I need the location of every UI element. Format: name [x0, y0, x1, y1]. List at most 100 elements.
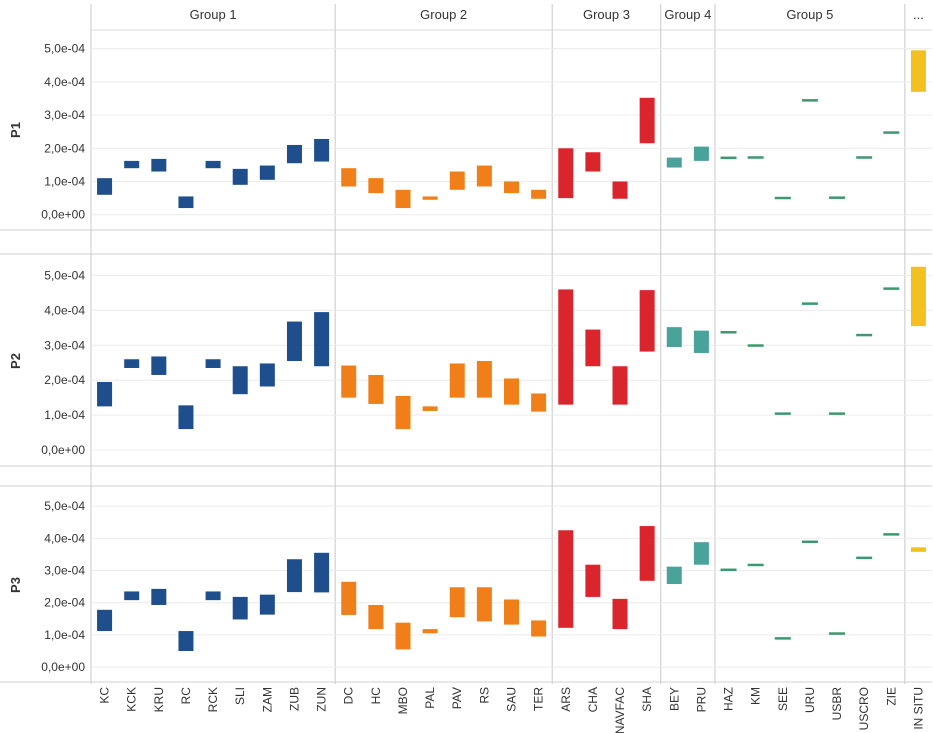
range-bar-P3-HC [368, 604, 384, 630]
range-bar-P1-TER [531, 189, 547, 199]
range-bar-P2-KC [97, 381, 113, 407]
range-bar-P3-ZAM [259, 594, 275, 615]
range-bar-P2-HC [368, 374, 384, 404]
range-bar-P2-DC [341, 365, 357, 398]
x-tick-label-RS: RS [477, 687, 491, 704]
range-mark-P2-ZIE [883, 287, 900, 290]
range-bar-P1-NAVFAC [612, 181, 628, 199]
y-tick-label-2-3: 3,0e-04 [44, 564, 85, 578]
y-tick-label-1-0: 0,0e+00 [41, 443, 85, 457]
range-mark-P1-USBR [829, 196, 846, 199]
y-tick-label-1-2: 2,0e-04 [44, 373, 85, 387]
range-bar-P3-SHA [639, 526, 655, 581]
range-bar-P2-SAU [504, 378, 519, 405]
y-tick-label-2-5: 5,0e-04 [44, 499, 85, 513]
range-bar-P1-PAV [449, 171, 465, 190]
x-tick-label-SHA: SHA [640, 687, 654, 712]
range-bar-P1-BEY [666, 157, 682, 168]
x-tick-label-SEE: SEE [776, 687, 790, 711]
range-mark-P3-ZIE [883, 533, 900, 536]
x-tick-label-PRU: PRU [694, 687, 708, 712]
range-mark-P3-USCRO [856, 556, 873, 560]
x-tick-label-TER: TER [532, 687, 546, 711]
range-bar-P2-KRU [151, 356, 167, 375]
y-tick-label-1-5: 5,0e-04 [44, 268, 85, 282]
y-tick-label-1-3: 3,0e-04 [44, 338, 85, 352]
range-mark-P1-USCRO [856, 156, 873, 159]
range-bar-P3-ZUB [286, 559, 302, 593]
range-bar-P3-CHA [585, 564, 601, 597]
range-bar-P1-ZUN [314, 138, 330, 162]
group-header-2: Group 3 [583, 7, 630, 22]
range-bar-P2-ZAM [259, 363, 275, 387]
range-bar-P2-IN SITU [910, 266, 926, 327]
x-tick-label-MBO: MBO [396, 687, 410, 714]
range-bar-P2-BEY [666, 327, 682, 348]
range-mark-P1-HAZ [720, 156, 737, 160]
range-bar-P3-PAV [449, 587, 465, 618]
range-bar-P2-KCK [124, 359, 140, 368]
range-bar-P3-KC [97, 609, 113, 632]
x-tick-label-USBR: USBR [830, 687, 844, 721]
range-bar-P1-SLI [232, 168, 248, 185]
x-tick-label-KM: KM [749, 687, 763, 705]
range-bar-P3-ZUN [314, 552, 330, 593]
y-tick-label-0-4: 4,0e-04 [44, 75, 85, 89]
range-bar-P3-IN SITU [910, 547, 926, 552]
x-tick-label-PAV: PAV [450, 687, 464, 709]
range-bar-P3-RC [178, 631, 194, 652]
range-bar-P1-RC [178, 196, 194, 209]
x-tick-label-USCRO: USCRO [857, 687, 871, 730]
range-bar-P2-SHA [639, 290, 655, 352]
range-bar-P2-SLI [232, 366, 248, 395]
y-tick-label-1-4: 4,0e-04 [44, 303, 85, 317]
x-tick-label-DC: DC [342, 687, 356, 705]
range-bar-P3-PRU [693, 542, 709, 565]
range-mark-P2-USCRO [856, 333, 873, 337]
x-tick-label-URU: URU [803, 687, 817, 713]
range-bar-P2-PRU [693, 330, 709, 353]
range-mark-P2-USBR [829, 412, 846, 415]
range-mark-P2-SEE [774, 412, 791, 415]
group-header-5: ... [913, 7, 924, 22]
x-tick-label-NAVFAC: NAVFAC [613, 687, 627, 733]
panel-label-1: P2 [8, 353, 23, 369]
range-bar-P3-RCK [205, 591, 221, 601]
range-bar-P2-PAV [449, 363, 465, 398]
y-tick-label-2-4: 4,0e-04 [44, 531, 85, 545]
range-bar-P3-BEY [666, 566, 682, 585]
y-tick-label-1-1: 1,0e-04 [44, 408, 85, 422]
y-tick-label-2-2: 2,0e-04 [44, 596, 85, 610]
range-bar-P1-KRU [151, 158, 167, 172]
x-tick-label-ARS: ARS [559, 687, 573, 712]
x-tick-label-ZAM: ZAM [260, 687, 274, 712]
range-bar-P2-CHA [585, 329, 601, 367]
x-tick-label-CHA: CHA [586, 687, 600, 712]
x-tick-label-KC: KC [98, 687, 112, 704]
range-mark-P2-KM [747, 344, 764, 347]
range-bar-P1-KCK [124, 160, 140, 169]
range-bar-P2-TER [531, 393, 547, 412]
range-bar-P3-DC [341, 581, 357, 615]
y-tick-label-0-1: 1,0e-04 [44, 174, 85, 188]
range-bar-P1-MBO [395, 189, 411, 209]
range-bar-P1-ZUB [286, 144, 302, 164]
x-tick-label-ZIE: ZIE [884, 687, 898, 706]
x-tick-label-RCK: RCK [206, 687, 220, 712]
range-mark-P2-URU [801, 302, 818, 305]
panel-label-0: P1 [8, 122, 23, 138]
x-tick-label-RC: RC [179, 687, 193, 705]
range-bar-P2-NAVFAC [612, 366, 628, 405]
range-bar-P2-ARS [558, 289, 574, 405]
range-bar-P2-ZUB [286, 321, 302, 361]
range-bar-P1-SAU [504, 181, 519, 194]
x-tick-label-SLI: SLI [233, 687, 247, 705]
range-mark-P1-ZIE [883, 131, 900, 134]
range-bar-P1-CHA [585, 152, 601, 172]
range-bar-P3-PAL [422, 629, 438, 634]
range-mark-P3-SEE [774, 637, 791, 640]
group-header-1: Group 2 [420, 7, 467, 22]
x-tick-label-HAZ: HAZ [722, 687, 736, 711]
range-bar-P1-IN SITU [910, 50, 926, 92]
